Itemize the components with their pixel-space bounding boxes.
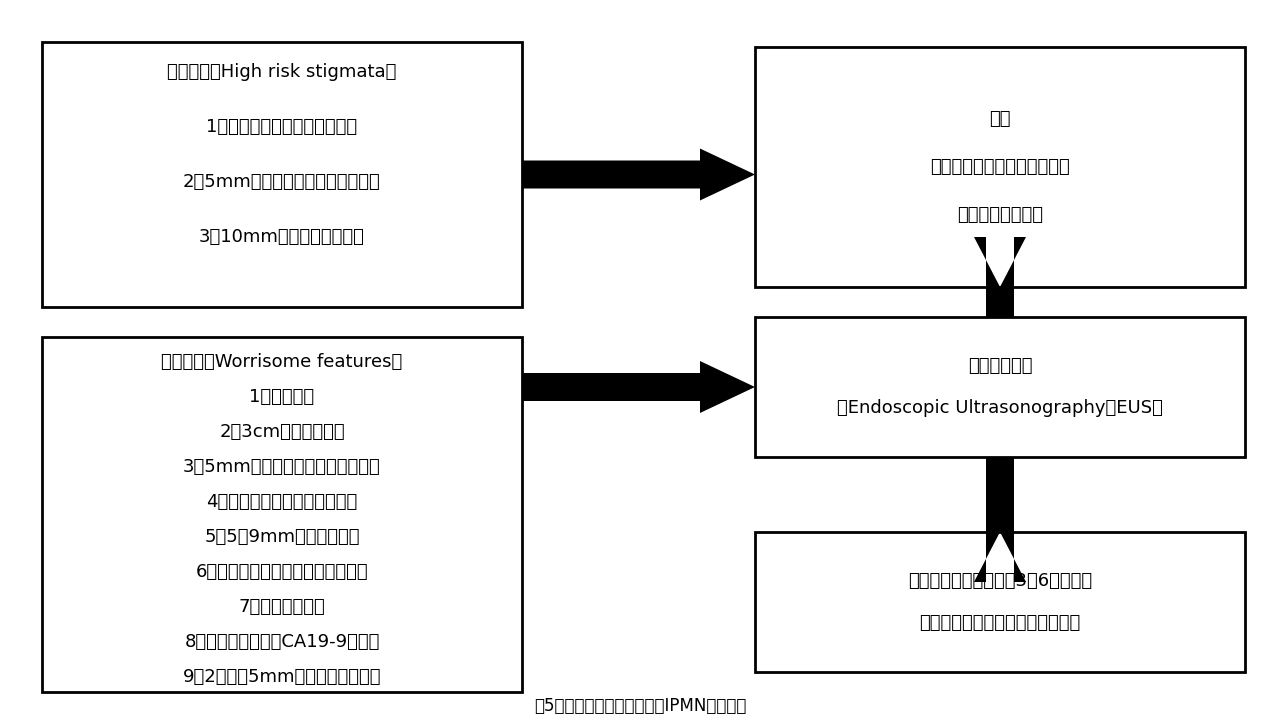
Text: 画像、腫瘍マーカー等で経過観察: 画像、腫瘍マーカー等で経過観察 [919,614,1080,632]
Text: 確診所見（High risk stigmata）: 確診所見（High risk stigmata） [168,63,397,81]
Text: 2．3cm以上の囊胞径: 2．3cm以上の囊胞径 [219,423,344,441]
Text: 8．腫瘍マーカーのCA19-9の高値: 8．腫瘍マーカーのCA19-9の高値 [184,633,380,651]
Polygon shape [522,361,755,413]
Text: 4．造影される肥厚した囊胞壁: 4．造影される肥厚した囊胞壁 [206,493,357,511]
Text: 2．5mm以上の造影される壁在結節: 2．5mm以上の造影される壁在結節 [183,173,381,191]
Text: 図5　関西労災病院におけるIPMN治療方針: 図5 関西労災病院におけるIPMN治療方針 [534,697,746,715]
Text: 3．10mm以上の主膵管拡張: 3．10mm以上の主膵管拡張 [200,228,365,246]
Bar [755,47,1245,287]
Text: （Endoscopic Ultrasonography：EUS）: （Endoscopic Ultrasonography：EUS） [837,399,1164,417]
Text: 7．リンパ節腫大: 7．リンパ節腫大 [238,598,325,616]
Text: 超音波内視鏡: 超音波内視鏡 [968,357,1032,375]
Text: 術中膵管断端迅速組織診にて: 術中膵管断端迅速組織診にて [931,158,1070,176]
Text: 3．5mm未満の造影される壁在結節: 3．5mm未満の造影される壁在結節 [183,458,381,476]
Text: 癌遺残（－）確認: 癌遺残（－）確認 [957,206,1043,224]
Text: 5．5〜9mmの主膵管拡張: 5．5〜9mmの主膵管拡張 [205,528,360,546]
Bar [42,337,522,692]
Text: 6．尾側膵の萎縮を伴う主膵管狭窄: 6．尾側膵の萎縮を伴う主膵管狭窄 [196,563,369,581]
Text: 1．膵炎併発: 1．膵炎併発 [250,388,315,406]
Bar [42,42,522,307]
Polygon shape [974,237,1027,317]
Text: 手術: 手術 [989,110,1011,128]
Bar [755,532,1245,672]
Text: 疑診所見（Worrisome features）: 疑診所見（Worrisome features） [161,353,403,371]
Text: 1．膵頭部病変例での黄疸出現: 1．膵頭部病変例での黄疸出現 [206,118,357,136]
Text: ガイドラインに沿って3〜6カ月毎に: ガイドラインに沿って3〜6カ月毎に [908,572,1092,590]
Text: 9．2年間で5mm以上の囊胞径増大: 9．2年間で5mm以上の囊胞径増大 [183,668,381,686]
Polygon shape [522,148,755,201]
Bar [755,317,1245,457]
Polygon shape [974,457,1027,582]
